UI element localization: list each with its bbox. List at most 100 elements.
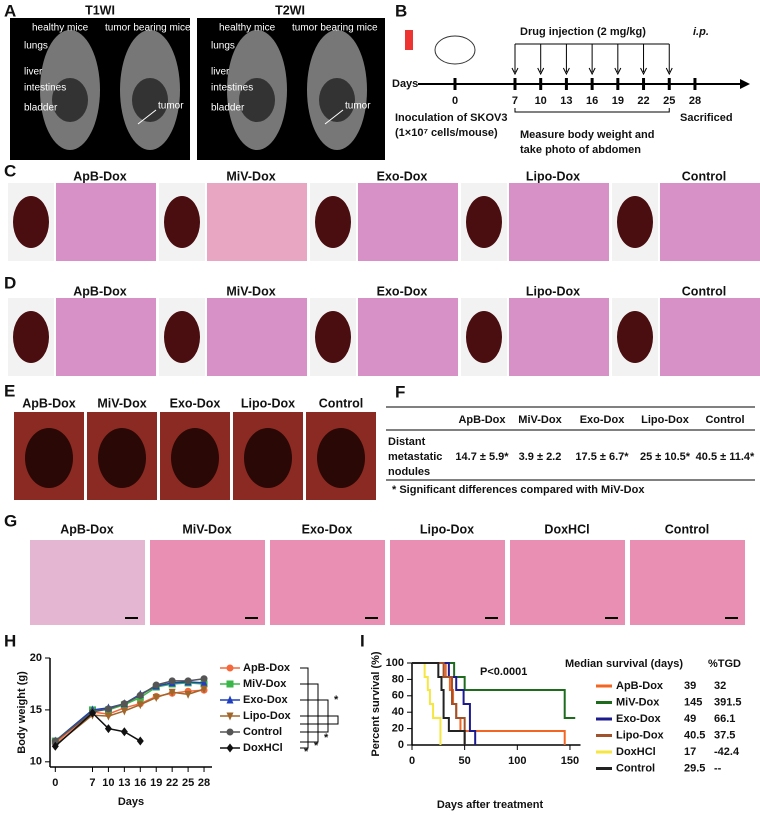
label: take photo of abdomen xyxy=(520,144,641,156)
table-header: Median survival (days) xyxy=(565,658,683,670)
marker xyxy=(104,712,112,721)
legend-label: Exo-Dox xyxy=(243,694,289,706)
histology-image xyxy=(207,183,307,261)
label: healthy mice xyxy=(32,23,89,34)
arrow-head xyxy=(588,67,596,76)
legend-label: DoxHCl xyxy=(616,746,656,758)
y-tick-label: 80 xyxy=(392,673,404,685)
x-tick-label: 0 xyxy=(52,777,58,789)
series-line xyxy=(54,678,205,742)
label: Inoculation of SKOV3 xyxy=(395,112,507,124)
y-tick-label: 20 xyxy=(30,652,42,664)
significance: * xyxy=(314,740,319,752)
arrow-head xyxy=(740,79,750,89)
cavity xyxy=(25,428,73,488)
x-axis-label: Days xyxy=(118,796,144,808)
histology-image xyxy=(630,540,745,625)
series-line xyxy=(54,688,205,746)
median-survival: 49 xyxy=(684,713,696,725)
arrow-head xyxy=(640,67,647,76)
label: tumor xyxy=(345,101,371,112)
mouse-icon xyxy=(434,35,476,65)
organ xyxy=(466,311,502,363)
x-tick-label: 13 xyxy=(118,777,130,789)
tgd: 66.1 xyxy=(714,713,735,725)
histology-image xyxy=(510,540,625,625)
panel-title: T2WI xyxy=(275,3,305,17)
label: Days xyxy=(392,78,418,90)
legend-label: Control xyxy=(616,762,655,774)
table-cell: 14.7 ± 5.9* xyxy=(455,451,509,463)
panel-label: C xyxy=(4,161,16,180)
panel-title: Lipo-Dox xyxy=(526,284,580,298)
histology-image xyxy=(660,298,760,376)
median-survival: 40.5 xyxy=(684,729,705,741)
median-survival: 29.5 xyxy=(684,762,705,774)
cavity xyxy=(317,428,365,488)
x-tick-label: 0 xyxy=(409,755,415,767)
organ xyxy=(315,311,351,363)
label: tumor bearing mice xyxy=(105,23,191,34)
significance: * xyxy=(334,694,339,706)
panel-title: MiV-Dox xyxy=(226,284,275,298)
day-label: 22 xyxy=(637,95,649,107)
marker xyxy=(184,690,192,699)
x-tick-label: 10 xyxy=(102,777,114,789)
row-label: metastatic xyxy=(388,451,442,463)
histology-image xyxy=(509,298,609,376)
day-label: 16 xyxy=(586,95,598,107)
marker xyxy=(120,727,128,737)
footnote: * Significant differences compared with … xyxy=(392,484,645,496)
day-label: 25 xyxy=(663,95,675,107)
panel-title: Control xyxy=(682,169,726,183)
marker xyxy=(120,700,128,708)
label: lungs xyxy=(24,41,48,52)
y-tick-label: 15 xyxy=(30,704,42,716)
panel-title: Control xyxy=(665,522,709,536)
significance: * xyxy=(304,746,309,758)
marker xyxy=(168,677,176,685)
label: Drug injection (2 mg/kg) xyxy=(520,26,646,38)
panel-title: Exo-Dox xyxy=(377,169,428,183)
bracket xyxy=(300,683,319,743)
panel-label: F xyxy=(395,382,405,401)
legend-label: Lipo-Dox xyxy=(243,710,292,722)
table-header: %TGD xyxy=(708,658,741,670)
panel-label: H xyxy=(4,631,16,650)
marker xyxy=(184,677,192,685)
arrow-head xyxy=(562,67,570,76)
label: (1×10⁷ cells/mouse) xyxy=(395,127,498,139)
label: liver xyxy=(211,67,230,78)
marker xyxy=(200,678,208,687)
y-tick-label: 0 xyxy=(398,739,404,751)
series-line xyxy=(54,681,205,742)
mouse-organ xyxy=(132,78,168,122)
marker xyxy=(104,724,112,734)
x-tick-label: 22 xyxy=(166,777,178,789)
table-header: Control xyxy=(705,414,744,426)
panel-label: E xyxy=(4,381,15,400)
table-header: Exo-Dox xyxy=(580,414,626,426)
table-header: Lipo-Dox xyxy=(641,414,690,426)
panel-label: B xyxy=(395,1,407,20)
label: Sacrificed xyxy=(680,112,733,124)
x-tick-label: 19 xyxy=(150,777,162,789)
panel-title: Lipo-Dox xyxy=(241,396,295,410)
arrow-head xyxy=(665,67,673,76)
panel-title: Exo-Dox xyxy=(302,522,353,536)
marker xyxy=(168,688,176,697)
row-label: Distant xyxy=(388,436,426,448)
legend-label: MiV-Dox xyxy=(616,696,660,708)
day-label: 19 xyxy=(612,95,624,107)
tgd: 391.5 xyxy=(714,696,742,708)
bracket xyxy=(300,667,309,749)
mouse-organ xyxy=(319,78,355,122)
x-axis-label: Days after treatment xyxy=(437,799,544,811)
panel-title: DoxHCl xyxy=(544,522,589,536)
histology-image xyxy=(150,540,265,625)
label: Measure body weight and xyxy=(520,129,654,141)
panel-label: I xyxy=(360,631,365,650)
organ xyxy=(315,196,351,248)
table-cell: 25 ± 10.5* xyxy=(640,451,691,463)
mouse-organ xyxy=(52,78,88,122)
